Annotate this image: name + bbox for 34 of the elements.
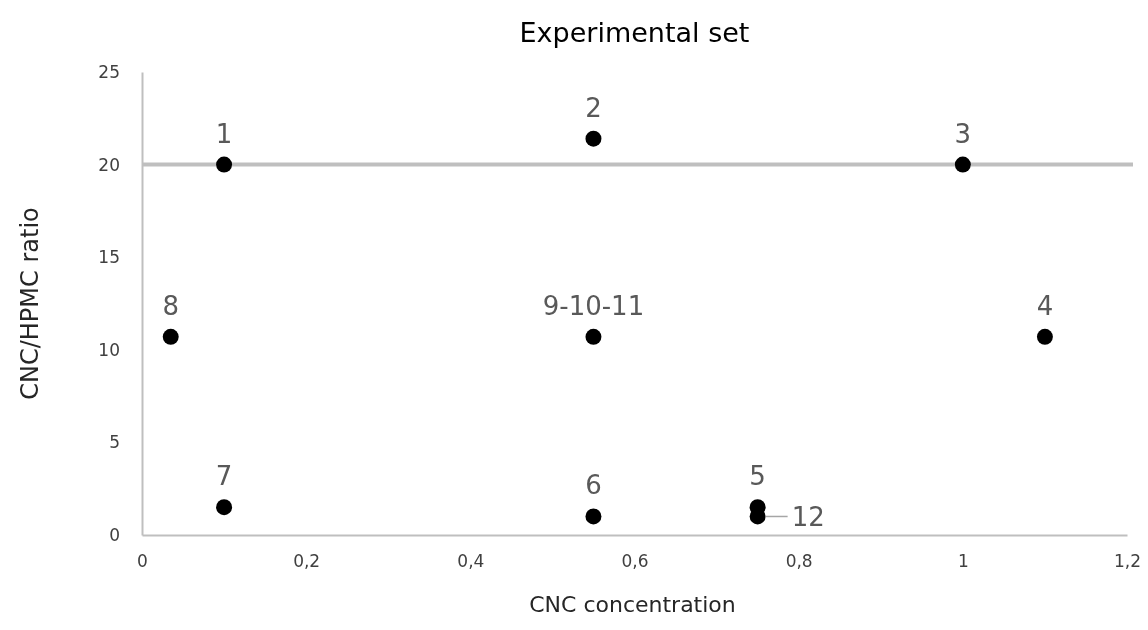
x-axis-title: CNC concentration (529, 592, 736, 617)
y-tick-label: 5 (109, 432, 120, 453)
y-tick-label: 25 (98, 61, 120, 82)
x-tick-label: 0,2 (293, 551, 321, 572)
point (1036, 328, 1053, 345)
point (216, 499, 233, 516)
x-tick-label: 1,2 (1113, 551, 1142, 572)
point (162, 328, 179, 345)
y-tick-label: 0 (109, 524, 120, 545)
y-tick-label: 20 (98, 154, 120, 175)
x-tick-label: 0 (137, 551, 148, 572)
annotation: 7 (215, 461, 233, 492)
point (585, 508, 602, 525)
y-tick-label: 10 (98, 339, 120, 360)
x-tick-label: 0,6 (621, 551, 649, 572)
chart-title: Experimental set (519, 17, 750, 48)
point (585, 130, 602, 147)
y-axis-title: CNC/HPMC ratio (16, 207, 44, 400)
point (585, 328, 602, 345)
annotation: 12 (791, 502, 825, 533)
annotation: 2 (585, 92, 602, 123)
annotation: 8 (162, 290, 179, 321)
annotation: 6 (585, 470, 602, 501)
x-tick-label: 1 (957, 551, 969, 572)
annotation: 3 (954, 118, 972, 149)
annotation: 5 (749, 461, 766, 492)
x-tick-label: 0,4 (457, 551, 485, 572)
x-tick-label: 0,8 (785, 551, 813, 572)
point (954, 156, 971, 173)
annotation: 9-10-11 (542, 290, 645, 321)
y-tick-label: 15 (98, 247, 120, 268)
point (216, 156, 233, 173)
annotation: 4 (1036, 290, 1054, 321)
annotation: 1 (215, 118, 233, 149)
